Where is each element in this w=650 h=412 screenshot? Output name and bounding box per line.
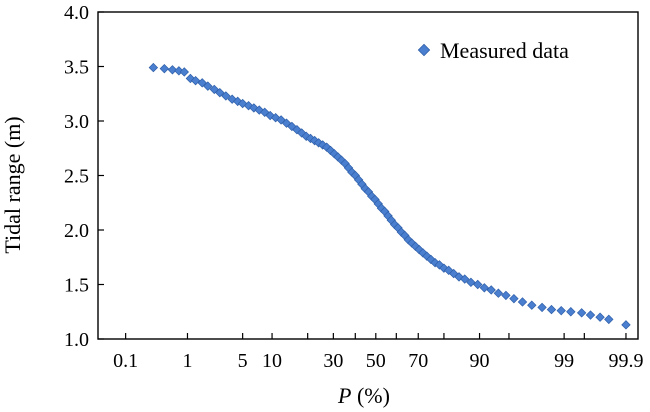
- legend-marker: [417, 43, 431, 57]
- x-tick-label: 5: [238, 350, 248, 372]
- data-point: [249, 103, 259, 113]
- data-point: [260, 107, 270, 117]
- x-tick-label: 50: [366, 350, 386, 372]
- data-point: [466, 277, 476, 288]
- y-axis-ticks: 1.0 1.5 2.0 2.5 3.0 3.5 4.0: [64, 2, 104, 351]
- data-point: [493, 288, 504, 298]
- data-point: [527, 300, 537, 310]
- data-point: [148, 62, 159, 73]
- data-point: [305, 133, 316, 144]
- y-tick-label: 3.5: [64, 57, 89, 79]
- legend-label: Measured data: [440, 38, 569, 63]
- data-point: [232, 96, 243, 107]
- data-point: [585, 310, 596, 320]
- data-point: [215, 87, 225, 98]
- y-tick-label: 2.5: [64, 166, 89, 188]
- data-point: [209, 84, 219, 95]
- data-point: [254, 105, 264, 115]
- data-point: [203, 81, 213, 91]
- legend: Measured data: [417, 38, 569, 63]
- x-tick-label: 30: [323, 350, 343, 372]
- data-point: [509, 293, 519, 304]
- data-point: [556, 305, 566, 316]
- data-point: [221, 91, 231, 101]
- data-points: [148, 62, 631, 330]
- y-axis-title: Tidal range (m): [0, 116, 25, 253]
- data-point: [566, 307, 576, 317]
- data-point: [167, 65, 178, 75]
- x-tick-label: 1: [182, 350, 192, 372]
- data-point: [486, 285, 496, 295]
- data-point: [159, 63, 170, 74]
- data-point: [595, 312, 605, 322]
- x-axis-title-variable: P: [337, 383, 351, 408]
- data-point: [460, 274, 470, 284]
- x-axis-title-unit: (%): [351, 383, 389, 408]
- x-tick-label: 90: [470, 350, 490, 372]
- x-tick-label: 99: [554, 350, 574, 372]
- data-point: [537, 302, 547, 313]
- x-tick-label: 70: [408, 350, 428, 372]
- data-point: [517, 297, 528, 307]
- data-point: [179, 67, 189, 77]
- data-point: [621, 320, 631, 330]
- data-point: [604, 314, 614, 325]
- x-tick-label: 99.9: [608, 350, 643, 372]
- y-tick-label: 3.0: [64, 111, 89, 133]
- y-tick-label: 4.0: [64, 2, 89, 24]
- data-point: [576, 308, 587, 318]
- x-tick-label: 0.1: [113, 350, 138, 372]
- data-point: [197, 78, 207, 88]
- x-axis-ticks: 0.1 1 5 10 30 50 70 90 99 99.9: [113, 333, 643, 372]
- x-tick-label: 10: [262, 350, 282, 372]
- y-tick-label: 1.0: [64, 329, 89, 351]
- y-tick-label: 2.0: [64, 220, 89, 242]
- data-point: [473, 279, 483, 290]
- y-tick-label: 1.5: [64, 275, 89, 297]
- data-point: [501, 290, 511, 301]
- data-point: [546, 304, 557, 315]
- x-axis-title: P (%): [337, 383, 390, 408]
- data-point: [479, 283, 490, 293]
